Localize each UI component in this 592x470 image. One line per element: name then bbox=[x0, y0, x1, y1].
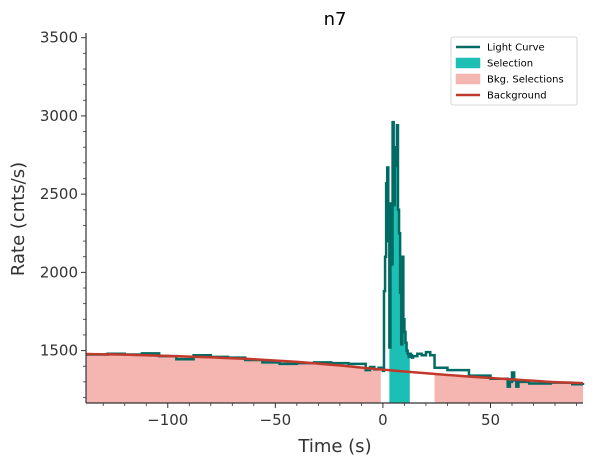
legend-patch-swatch bbox=[455, 73, 481, 85]
legend-label: Background bbox=[487, 91, 547, 102]
legend-label: Selection bbox=[487, 59, 533, 70]
bkg-selection-region-2 bbox=[434, 373, 583, 403]
chart-title: n7 bbox=[324, 9, 347, 30]
light-curve-layer bbox=[86, 120, 585, 388]
y-tick-label: 3000 bbox=[40, 107, 78, 125]
y-axis-label: Rate (cnts/s) bbox=[8, 162, 29, 276]
y-tick-label: 1500 bbox=[40, 342, 78, 360]
bkg-selection-layer bbox=[86, 354, 583, 403]
x-tick-label: −100 bbox=[147, 411, 188, 429]
y-tick-label: 2500 bbox=[40, 185, 78, 203]
legend-box bbox=[450, 36, 578, 106]
bkg-selection-region-1 bbox=[86, 354, 381, 403]
legend-patch-swatch bbox=[455, 57, 481, 69]
light-curve-line bbox=[86, 120, 585, 388]
y-tick-label: 3500 bbox=[40, 29, 78, 47]
axes-layer: −100 −50 0 50 1500 2000 2500 3000 3500 bbox=[40, 29, 583, 429]
legend-label: Light Curve bbox=[487, 43, 545, 54]
x-tick-label: 50 bbox=[481, 411, 500, 429]
y-tick-label: 2000 bbox=[40, 263, 78, 281]
x-tick-label: 0 bbox=[378, 411, 388, 429]
legend: Light Curve Selection Bkg. Selections Backg… bbox=[450, 36, 578, 106]
x-axis-label: Time (s) bbox=[297, 436, 371, 457]
legend-label: Bkg. Selections bbox=[487, 75, 564, 86]
x-tick-label: −50 bbox=[260, 411, 292, 429]
background-model-layer bbox=[85, 352, 584, 385]
background-model-line bbox=[85, 352, 584, 385]
